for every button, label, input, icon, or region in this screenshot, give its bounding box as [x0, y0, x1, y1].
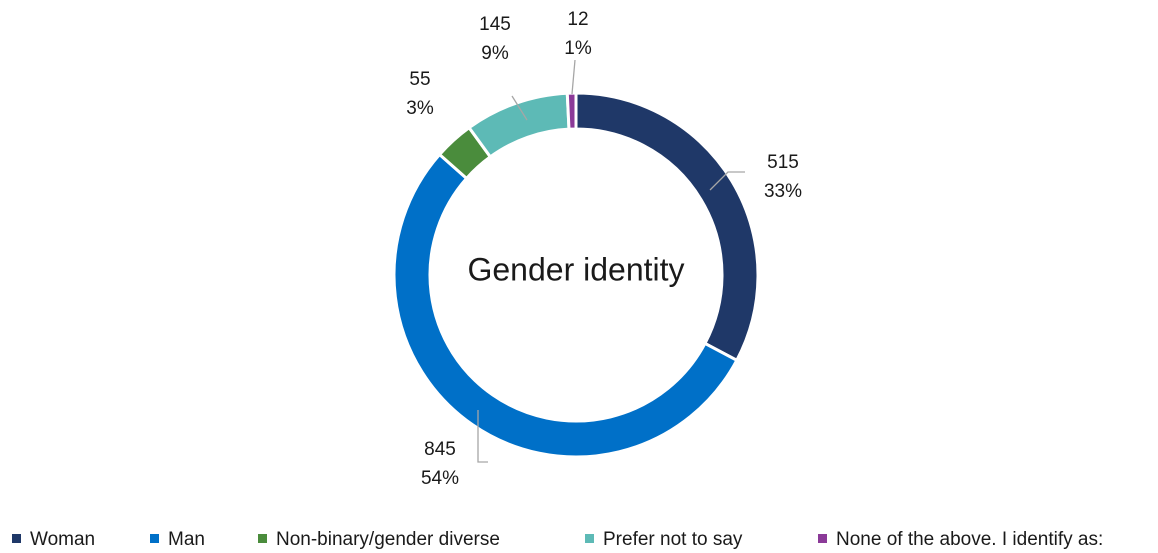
- legend-swatch: [150, 534, 159, 543]
- legend-swatch: [585, 534, 594, 543]
- donut-slice: [392, 152, 739, 459]
- data-label-percent: 1%: [564, 38, 592, 59]
- data-label: 55: [409, 69, 430, 90]
- leader-line: [571, 59, 576, 95]
- data-label: 145: [479, 14, 511, 35]
- legend-label: Non-binary/gender diverse: [276, 529, 500, 550]
- legend-swatch: [12, 534, 21, 543]
- legend-label: Woman: [30, 529, 95, 550]
- donut-slice: [574, 91, 760, 363]
- data-label: 515: [767, 152, 799, 173]
- legend-label: None of the above. I identify as:: [836, 529, 1103, 550]
- leader-line: [709, 171, 745, 191]
- data-label: 12: [567, 9, 588, 30]
- donut-slice: [565, 91, 578, 131]
- donut-slice: [467, 91, 571, 159]
- leader-line: [477, 410, 488, 463]
- data-label-percent: 9%: [481, 43, 509, 64]
- legend-swatch: [258, 534, 267, 543]
- legend-label: Man: [168, 529, 205, 550]
- data-label-percent: 33%: [764, 181, 802, 202]
- leader-line: [511, 95, 528, 121]
- data-label-percent: 3%: [406, 98, 434, 119]
- center-label: Gender identity: [467, 251, 684, 287]
- legend-label: Prefer not to say: [603, 529, 743, 550]
- data-label-percent: 54%: [421, 468, 459, 489]
- legend-swatch: [818, 534, 827, 543]
- data-label: 845: [424, 439, 456, 460]
